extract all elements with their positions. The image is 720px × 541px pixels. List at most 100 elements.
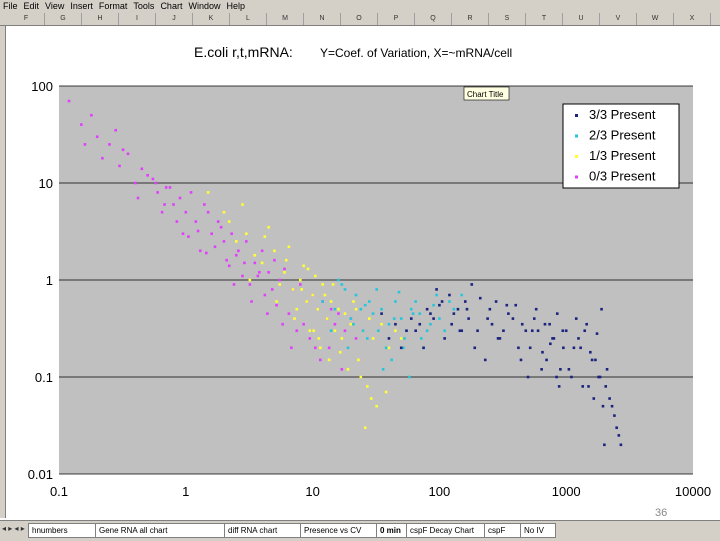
- data-point: [403, 337, 406, 340]
- data-point: [343, 329, 347, 333]
- menu-item-window[interactable]: Window: [188, 1, 221, 11]
- data-point: [278, 278, 281, 282]
- column-header[interactable]: M: [267, 13, 304, 25]
- data-point: [227, 264, 231, 268]
- data-point: [80, 123, 83, 126]
- column-header[interactable]: O: [341, 13, 378, 25]
- menu-item-insert[interactable]: Insert: [70, 1, 93, 11]
- column-header[interactable]: S: [489, 13, 526, 25]
- data-point: [536, 329, 540, 333]
- menu-item-tools[interactable]: Tools: [133, 1, 155, 11]
- column-header[interactable]: Q: [415, 13, 452, 25]
- sheet-tab[interactable]: 0 min: [376, 523, 410, 538]
- data-point: [343, 312, 347, 315]
- data-point: [541, 350, 544, 354]
- data-point: [308, 337, 312, 340]
- menu-item-format[interactable]: Format: [98, 1, 128, 11]
- data-point: [375, 288, 378, 291]
- column-header[interactable]: I: [119, 13, 156, 25]
- data-point: [198, 249, 202, 253]
- data-point: [405, 329, 408, 333]
- column-header[interactable]: J: [156, 13, 193, 25]
- page-number: 36: [655, 507, 668, 519]
- data-point: [291, 288, 295, 291]
- data-point: [283, 267, 286, 271]
- menu-item-file[interactable]: File: [3, 1, 18, 11]
- legend-marker: [575, 114, 578, 117]
- x-tick-label: 10: [305, 484, 319, 499]
- sheet-tab[interactable]: No IV: [520, 523, 556, 538]
- column-header[interactable]: X: [674, 13, 711, 25]
- data-point: [562, 346, 565, 350]
- data-point: [118, 164, 121, 168]
- data-point: [323, 293, 327, 297]
- data-point: [458, 329, 462, 333]
- menu-bar: File Edit View Insert Format Tools Chart Window…: [0, 0, 720, 13]
- data-point: [287, 245, 291, 249]
- menu-item-help[interactable]: Help: [226, 1, 245, 11]
- data-point: [300, 288, 303, 291]
- data-point: [349, 322, 353, 326]
- data-point: [460, 329, 464, 333]
- legend-marker: [575, 175, 578, 179]
- data-point: [557, 385, 561, 388]
- column-header[interactable]: U: [563, 13, 600, 25]
- data-point: [340, 337, 344, 340]
- data-point: [490, 322, 494, 326]
- data-point: [440, 300, 444, 303]
- series-3-3-present: [380, 283, 623, 447]
- data-point: [600, 307, 603, 311]
- column-header[interactable]: N: [304, 13, 341, 25]
- tab-scroll-arrows[interactable]: ◂ ▸ ◂ ▸: [2, 524, 25, 533]
- data-point: [526, 375, 530, 379]
- data-point: [559, 368, 562, 371]
- data-point: [108, 143, 111, 146]
- column-header[interactable]: L: [230, 13, 267, 25]
- data-point: [394, 322, 397, 326]
- sheet-tab[interactable]: cspF: [484, 523, 522, 538]
- column-header[interactable]: F: [8, 13, 45, 25]
- sheet-tab[interactable]: cspF Decay Chart: [406, 523, 486, 538]
- data-point: [418, 322, 422, 326]
- column-header[interactable]: W: [637, 13, 674, 25]
- column-header[interactable]: V: [600, 13, 637, 25]
- data-point: [552, 337, 556, 340]
- sheet-tab[interactable]: Presence vs CV: [300, 523, 378, 538]
- sheet-tab[interactable]: Gene RNA all chart: [95, 523, 225, 538]
- data-point: [346, 368, 350, 371]
- chart-legend: 3/3 Present 2/3 Present 1/3 Present 0/3 Pre…: [562, 103, 680, 189]
- column-header[interactable]: R: [452, 13, 489, 25]
- sheet-tab[interactable]: hnumbers: [28, 523, 98, 538]
- data-point: [164, 186, 168, 189]
- data-point: [598, 375, 602, 379]
- data-point: [517, 346, 520, 350]
- chart-title: E.coli r,t,mRNA:: [194, 44, 293, 60]
- data-point: [601, 404, 605, 408]
- data-point: [83, 143, 87, 146]
- y-tick-label: 100: [31, 79, 53, 94]
- data-point: [604, 385, 608, 388]
- data-point: [337, 312, 340, 315]
- menu-item-edit[interactable]: Edit: [23, 1, 40, 11]
- column-header[interactable]: H: [82, 13, 119, 25]
- data-point: [528, 346, 532, 350]
- data-point: [545, 358, 548, 362]
- data-point: [273, 249, 276, 253]
- column-header[interactable]: T: [526, 13, 563, 25]
- data-point: [126, 152, 130, 156]
- chart-title-tooltip: Chart Title: [463, 86, 510, 101]
- data-point: [363, 426, 367, 430]
- data-point: [409, 317, 413, 320]
- column-header[interactable]: G: [45, 13, 82, 25]
- data-point: [496, 337, 500, 340]
- data-point: [317, 337, 321, 340]
- sheet-tab[interactable]: diff RNA chart: [224, 523, 302, 538]
- data-point: [357, 358, 360, 362]
- scatter-chart[interactable]: E.coli r,t,mRNA: Y=Coef. of Variation, X…: [6, 26, 720, 506]
- column-header[interactable]: P: [378, 13, 415, 25]
- menu-item-chart[interactable]: Chart: [160, 1, 183, 11]
- row-header-column: [0, 26, 6, 518]
- menu-item-view[interactable]: View: [45, 1, 65, 11]
- data-point: [392, 317, 396, 320]
- column-header[interactable]: K: [193, 13, 230, 25]
